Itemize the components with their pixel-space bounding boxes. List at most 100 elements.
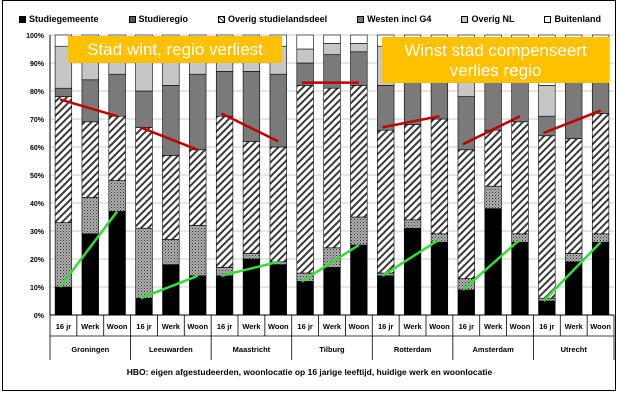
- legend-item-studieregio: Studieregio: [128, 14, 188, 24]
- bar-segment-studiegemeente: [323, 267, 341, 316]
- red-trend-line: [382, 114, 440, 129]
- legend-label-buitenland: Buitenland: [554, 14, 601, 24]
- category-label: Woon: [510, 322, 531, 331]
- legend-swatch-studieregio: [128, 15, 136, 23]
- bar-segment-studiegemeente: [350, 244, 368, 316]
- category-label: Werk: [484, 322, 503, 331]
- bar-segment-westen: [350, 51, 368, 86]
- green-trend-line: [542, 241, 602, 302]
- red-trend-line: [543, 109, 602, 135]
- bar-segment-studieregio: [484, 185, 502, 209]
- bar-segment-westen: [269, 73, 287, 148]
- y-tick-label: 60%: [30, 145, 45, 152]
- legend-swatch-overig-nl: [461, 15, 469, 23]
- category-label: Woon: [429, 322, 450, 331]
- legend-swatch-buitenland: [544, 15, 552, 23]
- bar-segment-studieregio: [350, 216, 368, 246]
- bar-segment-overig-studielandsdeel: [108, 115, 126, 181]
- bar-segment-studiegemeente: [403, 227, 422, 316]
- bar-segment-overig-studielandsdeel: [162, 155, 180, 240]
- category-label: Werk: [81, 322, 100, 331]
- category-label: 16 jr: [539, 322, 555, 331]
- legend-item-overig-nl: Overig NL: [461, 14, 514, 24]
- red-trend-line: [220, 112, 279, 143]
- bar-segment-studieregio: [135, 227, 153, 299]
- green-trend-line: [301, 243, 360, 283]
- bar-segment-studieregio: [81, 197, 99, 235]
- red-trend-line: [140, 126, 199, 151]
- legend-item-studiegemeente: Studiegemeente: [19, 14, 99, 24]
- bar-segment-studieregio: [403, 219, 422, 229]
- category-label: Woon: [107, 322, 128, 331]
- y-tick-label: 20%: [30, 257, 45, 264]
- chart-caption: HBO: eigen afgestudeerden, woonlocatie o…: [126, 367, 493, 377]
- y-tick-label: 40%: [30, 201, 45, 208]
- bar-segment-studieregio: [242, 253, 261, 260]
- trend-line-layer: [59, 81, 602, 302]
- legend-label-overig-nl: Overig NL: [471, 14, 515, 24]
- bar-segment-studiegemeente: [108, 211, 126, 316]
- bar-segment-overig-studielandsdeel: [591, 113, 610, 235]
- bar-segment-westen: [215, 71, 234, 117]
- bar-segment-overig-nl: [323, 43, 341, 55]
- bar-segment-studiegemeente: [269, 264, 287, 316]
- bar-segment-overig-studielandsdeel: [242, 141, 261, 254]
- category-label: Werk: [242, 322, 261, 331]
- bar-segment-overig-studielandsdeel: [565, 138, 583, 254]
- y-tick-label: 100%: [26, 33, 45, 40]
- category-label: Werk: [162, 322, 181, 331]
- bar-segment-overig-studielandsdeel: [323, 87, 341, 249]
- category-label: 16 jr: [136, 322, 152, 331]
- group-label: Maastricht: [233, 345, 271, 354]
- bar-segment-westen: [377, 85, 395, 131]
- legend-item-buitenland: Buitenland: [544, 14, 601, 24]
- bar-segment-studiegemeente: [538, 300, 556, 316]
- group-label: Rotterdam: [394, 345, 432, 354]
- legend-swatch-studiegemeente: [19, 15, 26, 23]
- bar-segment-overig-studielandsdeel: [54, 96, 73, 223]
- bar-segment-studiegemeente: [54, 286, 73, 316]
- chart-legend: Studiegemeente Studieregio Overig studie…: [4, 12, 616, 26]
- green-trend-line: [462, 238, 521, 291]
- category-label: Werk: [403, 322, 422, 331]
- y-tick-label: 90%: [30, 61, 45, 68]
- y-tick-label: 70%: [30, 117, 45, 124]
- bar-segment-studieregio: [591, 233, 610, 243]
- bar-segment-buitenland: [323, 34, 341, 44]
- group-label: Leeuwarden: [149, 345, 193, 354]
- bar-segment-overig-studielandsdeel: [81, 121, 99, 198]
- bar-segment-studiegemeente: [135, 297, 153, 316]
- legend-label-westen: Westen incl G4: [367, 14, 432, 24]
- bar-segment-studiegemeente: [430, 241, 449, 316]
- bar-segment-studieregio: [108, 180, 126, 212]
- bar-segment-overig-studielandsdeel: [269, 146, 287, 263]
- bar-segment-studieregio: [189, 225, 207, 277]
- y-tick-label: 80%: [30, 89, 45, 96]
- bar-segment-studiegemeente: [377, 275, 395, 316]
- bar-segment-studiegemeente: [189, 275, 207, 316]
- bar-segment-westen: [135, 90, 153, 128]
- axis-layer: 0% 10% 20% 30% 40% 50% 60% 70% 80% 90% 100% 16 jr We…: [26, 33, 615, 360]
- bar-segment-overig-studielandsdeel: [457, 149, 475, 279]
- category-label: 16 jr: [459, 322, 475, 331]
- callout-stad-wint: Stad wint, regio verliest: [68, 36, 282, 63]
- category-label: Woon: [268, 322, 289, 331]
- category-label: 16 jr: [378, 322, 394, 331]
- bar-segment-overig-studielandsdeel: [189, 149, 207, 226]
- bar-segment-overig-nl: [538, 85, 556, 117]
- bar-segment-buitenland: [296, 34, 314, 50]
- bar-segment-studieregio: [54, 222, 73, 288]
- category-label: 16 jr: [56, 322, 72, 331]
- category-label: 16 jr: [297, 322, 313, 331]
- y-tick-label: 10%: [30, 285, 45, 292]
- bar-segment-overig-studielandsdeel: [296, 85, 314, 274]
- green-trend-line: [220, 260, 279, 278]
- y-tick-label: 50%: [30, 173, 45, 180]
- bar-segment-studiegemeente: [511, 241, 529, 316]
- bar-segment-buitenland: [350, 34, 368, 44]
- bar-segment-westen: [54, 87, 73, 97]
- legend-swatch-overig-studielandsdeel: [218, 15, 226, 23]
- group-label: Groningen: [71, 345, 109, 354]
- bar-segment-overig-studielandsdeel: [538, 135, 556, 299]
- bar-segment-overig-nl: [296, 48, 314, 64]
